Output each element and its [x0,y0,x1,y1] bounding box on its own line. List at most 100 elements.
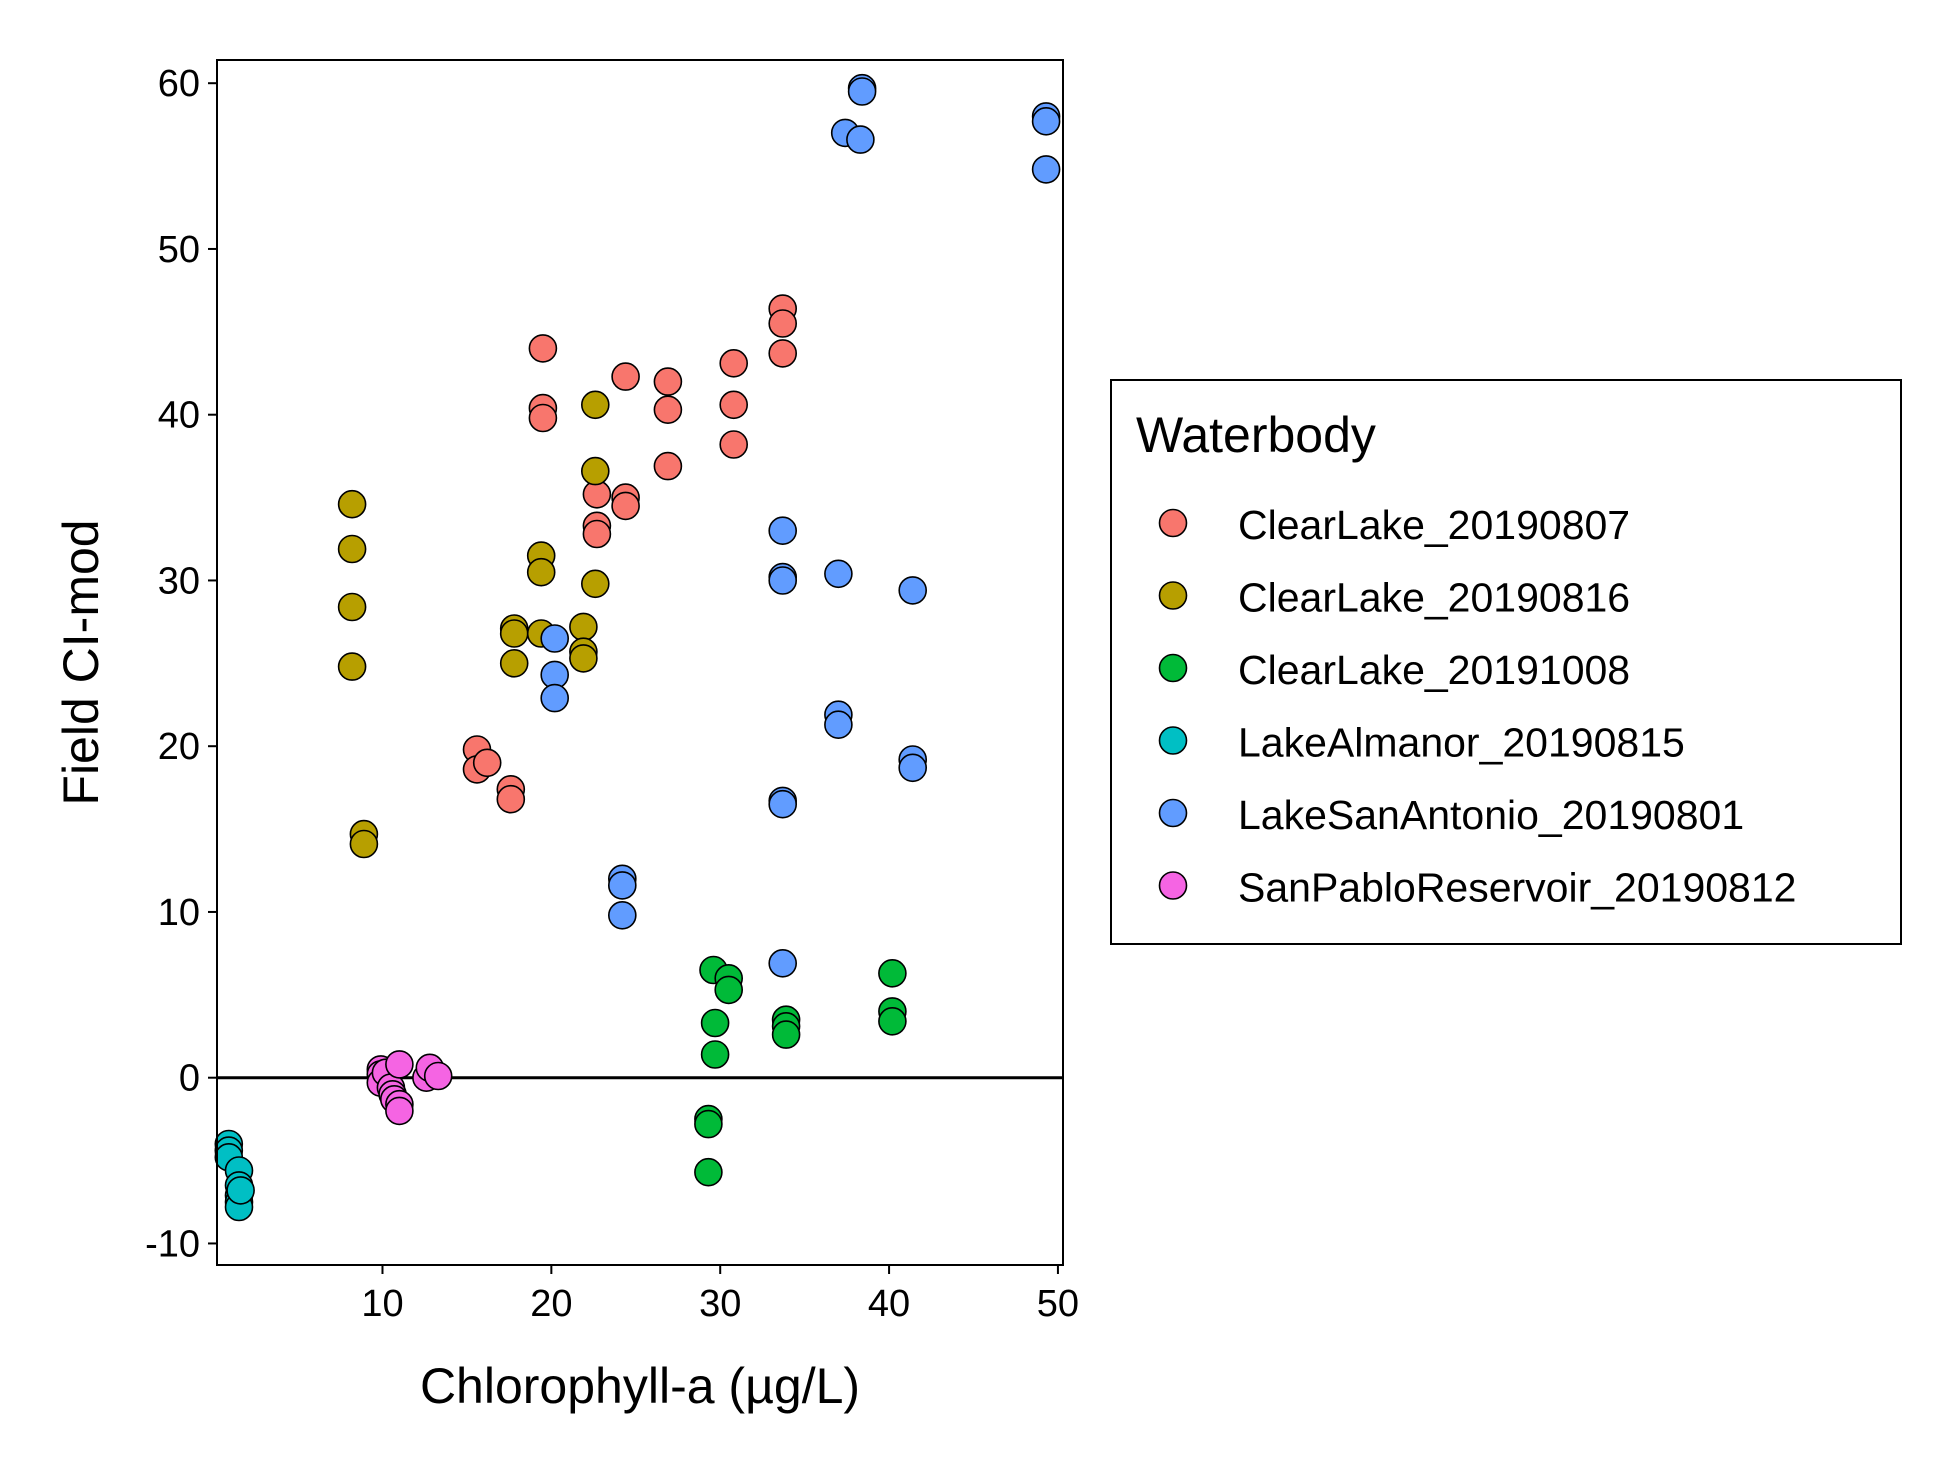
data-point [611,362,640,391]
data-point [653,395,683,425]
x-axis: 10 20 30 40 50 [361,1265,1079,1325]
legend-item: ClearLake_20191008 [1158,647,1630,693]
legend-label: ClearLake_20190816 [1238,575,1630,621]
legend-label: ClearLake_20191008 [1238,647,1630,693]
legend-label: ClearLake_20190807 [1238,502,1630,548]
data-point [423,1061,453,1091]
x-tick-label: 10 [361,1283,403,1325]
data-point [607,900,637,930]
legend-swatch [1158,798,1188,828]
y-tick-label: -10 [145,1223,200,1265]
data-point [528,334,558,363]
legend: Waterbody ClearLake_20190807ClearLake_20… [1110,379,1902,945]
data-point [607,871,637,900]
data-point [768,948,798,978]
legend-swatch [1158,581,1188,610]
y-tick-label: 50 [158,229,200,271]
y-axis: -10 0 10 20 30 40 50 60 [145,63,217,1265]
data-point [714,975,744,1005]
legend-swatch [1158,871,1188,900]
legend-items: ClearLake_20190807 ClearLake_20190816 Clea… [1158,502,1796,911]
legend-swatch [1158,508,1188,538]
legend-item: SanPabloReservoir_20190812 [1158,865,1796,911]
legend-label: SanPabloReservoir_20190812 [1238,865,1796,911]
data-point [580,390,610,420]
legend-item: ClearLake_20190816 [1158,575,1630,621]
data-point [349,829,379,859]
data-point [768,789,798,819]
plot-border [216,59,1064,1266]
data-point [768,339,798,368]
data-point [824,710,853,740]
data-point [768,516,798,546]
data-point [499,648,529,678]
data-point [337,592,367,622]
data-point [1031,107,1061,136]
y-tick-label: 40 [158,395,200,437]
legend-swatch [1158,726,1188,755]
y-tick-label: 10 [158,892,200,934]
data-point [337,489,367,519]
data-point [653,451,683,481]
x-axis-title: Chlorophyll-a (µg/L) [420,1358,860,1414]
data-point [719,390,749,420]
data-point [226,1176,255,1205]
data-point [878,1006,907,1036]
data-point [719,430,749,459]
legend-title: Waterbody [1136,407,1376,463]
series-ClearLake_20190807 [462,294,798,814]
legend-item: LakeAlmanor_20190815 [1158,720,1685,766]
x-tick-label: 40 [868,1283,910,1325]
data-point [569,612,598,642]
data-point [496,784,526,814]
x-tick-label: 30 [699,1283,741,1325]
y-tick-label: 0 [179,1058,200,1100]
data-point [898,576,928,605]
data-point [719,348,749,378]
data-point [385,1096,414,1126]
data-point [526,557,556,587]
data-points [214,73,1061,1222]
data-point [472,748,502,778]
legend-label: LakeSanAntonio_20190801 [1238,792,1744,838]
data-point [694,1109,723,1139]
data-point [700,1040,730,1069]
data-point [768,309,798,338]
data-point [540,683,570,713]
data-point [824,559,853,589]
data-point [768,566,798,595]
data-point [337,534,367,564]
y-tick-label: 60 [158,63,200,105]
legend-swatch [1158,653,1188,683]
data-point [847,77,877,106]
data-point [898,753,928,783]
data-point [528,403,558,433]
data-point [846,125,875,154]
data-point [337,652,367,681]
x-tick-label: 20 [530,1283,572,1325]
plot-panel [216,59,1064,1266]
data-point [580,569,610,599]
y-tick-label: 30 [158,560,200,602]
data-point [499,619,529,648]
legend-box [1110,379,1902,945]
data-point [611,491,640,521]
data-point [540,624,570,653]
series-LakeAlmanor_20190815 [214,1129,255,1222]
series-ClearLake_20190816 [337,390,610,859]
y-axis-title: Field CI-mod [53,519,109,805]
y-tick-label: 20 [158,726,200,768]
data-point [569,644,598,673]
x-tick-label: 50 [1037,1283,1079,1325]
legend-item: ClearLake_20190807 [1158,502,1630,548]
series-SanPabloReservoir_20190812 [366,1050,453,1126]
data-point [878,958,907,988]
data-point [653,367,683,396]
data-point [385,1050,414,1079]
data-point [580,456,610,486]
data-point [700,1008,730,1038]
legend-item: LakeSanAntonio_20190801 [1158,792,1744,838]
legend-label: LakeAlmanor_20190815 [1238,720,1685,766]
